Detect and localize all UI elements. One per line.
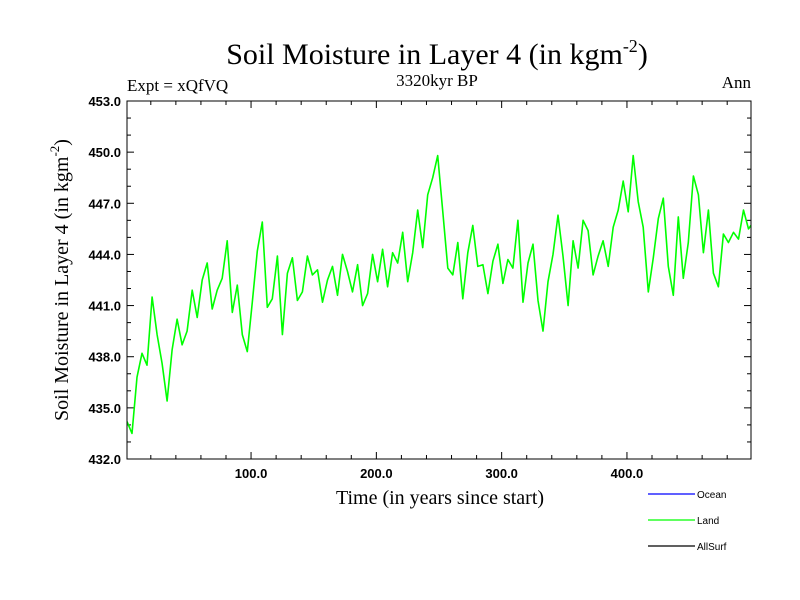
x-tick-label: 200.0 <box>360 466 393 481</box>
ticks-layer: 432.0 435.0 438.0 441.0 444.0 447.0 450.0 453.0… <box>88 94 751 481</box>
y-tick-label: 450.0 <box>88 145 121 160</box>
legend-label-allsurf: AllSurf <box>697 542 727 553</box>
x-axis-label: Time (in years since start) <box>336 487 544 509</box>
y-tick-label: 447.0 <box>88 196 121 211</box>
y-axis-label-superscript: -2 <box>47 146 62 157</box>
y-tick-label: 444.0 <box>88 247 121 262</box>
subtitle-left: Expt = xQfVQ <box>127 76 228 95</box>
chart-title-main: Soil Moisture in Layer 4 (in kgm <box>226 38 623 71</box>
x-tick-label: 400.0 <box>611 466 644 481</box>
series-layer <box>127 154 751 435</box>
y-tick-label: 438.0 <box>88 350 121 365</box>
y-tick-label: 435.0 <box>88 401 121 416</box>
legend-label-land: Land <box>697 516 719 527</box>
y-tick-label: 453.0 <box>88 94 121 109</box>
series-line-land <box>127 154 751 435</box>
plot-frame <box>126 100 752 460</box>
x-tick-label: 300.0 <box>485 466 518 481</box>
y-tick-label: 432.0 <box>88 452 121 467</box>
y-axis-label: Soil Moisture in Layer 4 (in kgm-2) <box>47 139 73 421</box>
subtitle-right: Ann <box>722 73 752 92</box>
y-axis-label-main: Soil Moisture in Layer 4 (in kgm <box>51 156 73 421</box>
chart-title-close: ) <box>638 38 648 71</box>
chart-title-superscript: -2 <box>623 36 638 56</box>
plot-area: 432.0 435.0 438.0 441.0 444.0 447.0 450.0 453.0… <box>88 94 752 481</box>
legend: Ocean Land AllSurf <box>648 490 727 553</box>
x-tick-label: 100.0 <box>235 466 268 481</box>
legend-label-ocean: Ocean <box>697 490 726 501</box>
y-tick-label: 441.0 <box>88 299 121 314</box>
subtitle-center: 3320kyr BP <box>396 71 478 90</box>
chart-title: Soil Moisture in Layer 4 (in kgm-2) <box>226 36 648 71</box>
y-axis-label-close: ) <box>51 139 73 146</box>
